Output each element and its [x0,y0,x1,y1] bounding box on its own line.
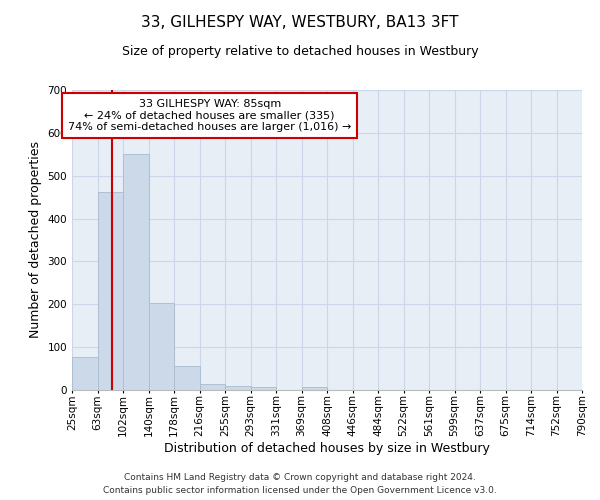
Bar [72,356,97,390]
Bar [251,386,276,390]
Text: 33, GILHESPY WAY, WESTBURY, BA13 3FT: 33, GILHESPY WAY, WESTBURY, BA13 3FT [141,15,459,30]
Bar [149,303,174,390]
Bar [199,384,225,390]
X-axis label: Distribution of detached houses by size in Westbury: Distribution of detached houses by size … [164,442,490,455]
Text: Contains public sector information licensed under the Open Government Licence v3: Contains public sector information licen… [103,486,497,495]
Bar [174,366,199,390]
Text: 33 GILHESPY WAY: 85sqm
← 24% of detached houses are smaller (335)
74% of semi-de: 33 GILHESPY WAY: 85sqm ← 24% of detached… [68,99,352,132]
Y-axis label: Number of detached properties: Number of detached properties [29,142,42,338]
Bar [123,154,149,390]
Text: Size of property relative to detached houses in Westbury: Size of property relative to detached ho… [122,45,478,58]
Bar [225,386,251,390]
Bar [97,192,123,390]
Bar [302,386,327,390]
Text: Contains HM Land Registry data © Crown copyright and database right 2024.: Contains HM Land Registry data © Crown c… [124,474,476,482]
